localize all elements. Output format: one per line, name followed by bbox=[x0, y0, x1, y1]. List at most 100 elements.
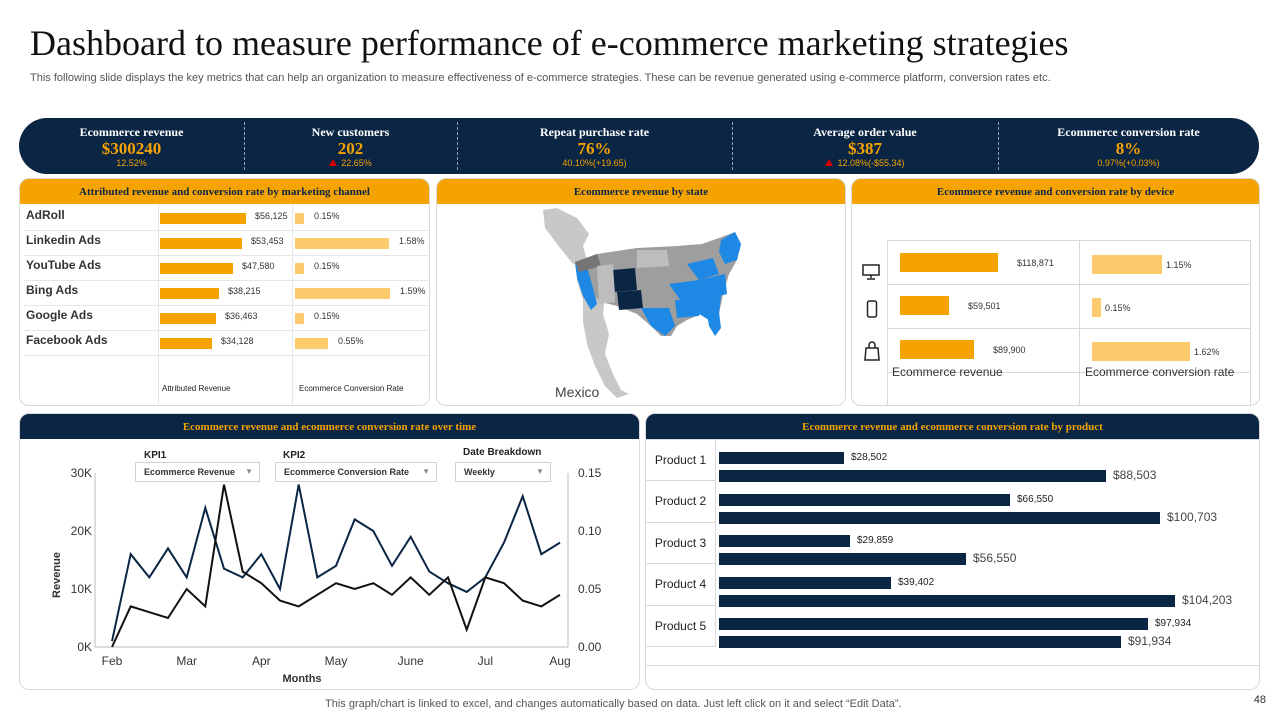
us-map: Mexico bbox=[543, 208, 741, 400]
kpi-label: New customers bbox=[311, 124, 390, 139]
channel-row: Google Ads bbox=[24, 306, 428, 331]
legend-revenue: Ecommerce revenue bbox=[892, 365, 1003, 379]
conversion-bar bbox=[295, 213, 304, 224]
product-label-series2: $88,503 bbox=[1113, 468, 1157, 482]
state-map-panel: Ecommerce revenue by state Mexico bbox=[436, 178, 846, 406]
device-grid bbox=[887, 240, 1251, 405]
product-label-series1: $28,502 bbox=[851, 452, 888, 463]
device-revenue-label: $118,871 bbox=[1017, 258, 1054, 268]
x-tick-label: Apr bbox=[252, 654, 271, 668]
conversion-bar bbox=[295, 338, 328, 349]
product-label-series1: $97,934 bbox=[1155, 618, 1192, 629]
device-conversion-bar bbox=[1092, 342, 1190, 361]
state-wy bbox=[613, 268, 637, 292]
state-oh bbox=[687, 258, 719, 280]
channel-name: AdRoll bbox=[26, 208, 65, 222]
product-bar-series2 bbox=[719, 636, 1121, 648]
product-label-series2: $91,934 bbox=[1128, 634, 1172, 648]
product-label: Product 5 bbox=[646, 605, 716, 647]
revenue-label: $56,125 bbox=[255, 211, 288, 221]
kpi1-dropdown[interactable]: Ecommerce Revenue ▼ bbox=[135, 462, 260, 482]
chevron-down-icon: ▼ bbox=[245, 467, 253, 476]
state-tx bbox=[641, 308, 675, 336]
state-or bbox=[575, 254, 601, 272]
conversion-bar bbox=[295, 288, 390, 299]
kpi-repeat-purchase-rate: Repeat purchase rate 76% 40.10%(+19.65) bbox=[457, 118, 732, 174]
state-co bbox=[617, 290, 643, 310]
conversion-label: 0.15% bbox=[314, 261, 340, 271]
conversion-label: 1.58% bbox=[399, 236, 425, 246]
channel-name: Bing Ads bbox=[26, 283, 79, 297]
kpi2-dropdown[interactable]: Ecommerce Conversion Rate ▼ bbox=[275, 462, 437, 482]
channel-name: YouTube Ads bbox=[26, 258, 102, 272]
revenue-bar bbox=[160, 238, 242, 249]
chevron-down-icon: ▼ bbox=[536, 467, 544, 476]
revenue-bar bbox=[160, 213, 246, 224]
product-bar-series1 bbox=[719, 493, 1010, 506]
divider bbox=[292, 204, 293, 405]
y2-tick-label: 0.10 bbox=[578, 524, 602, 538]
product-label: Product 3 bbox=[646, 522, 716, 564]
kpi1-label: KPI1 bbox=[144, 450, 167, 461]
kpi-conversion-rate: Ecommerce conversion rate 8% 0.97%(+0.03… bbox=[998, 118, 1259, 174]
revenue-label: $38,215 bbox=[228, 286, 261, 296]
conversion-label: 0.15% bbox=[314, 311, 340, 321]
kpi-value: $387 bbox=[848, 138, 882, 158]
kpi-change: 12.08%(-$55.34) bbox=[825, 158, 905, 168]
x-tick-label: Feb bbox=[102, 654, 123, 668]
channel-row: Bing Ads bbox=[24, 281, 428, 306]
product-label-series1: $39,402 bbox=[898, 576, 935, 588]
kpi-label: Average order value bbox=[813, 124, 917, 139]
page-number: 48 bbox=[1253, 694, 1266, 706]
time-line-chart: 0K 10K 20K 30K 0.00 0.05 0.10 0.15 Feb Mar Apr May J… bbox=[51, 466, 602, 685]
device-conversion-bar bbox=[1092, 255, 1162, 274]
product-bar-series1 bbox=[719, 535, 850, 547]
canada-shape bbox=[543, 208, 589, 264]
kpi-value: $300240 bbox=[101, 138, 162, 158]
y2-tick-label: 0.15 bbox=[578, 466, 602, 480]
conversion-bar bbox=[295, 238, 389, 249]
up-triangle-icon bbox=[329, 159, 338, 166]
x-tick-label: Jul bbox=[478, 654, 493, 668]
revenue-bar bbox=[160, 288, 219, 299]
product-bar-series2 bbox=[719, 470, 1106, 482]
product-label-series2: $104,203 bbox=[1182, 592, 1233, 607]
conversion-label: 1.59% bbox=[400, 286, 426, 296]
kpi-bar: Ecommerce revenue $300240 12.52% New cus… bbox=[19, 118, 1259, 174]
device-revenue-bar bbox=[900, 340, 974, 359]
panel-header: Ecommerce revenue and ecommerce conversi… bbox=[646, 414, 1259, 439]
kpi-label: Ecommerce conversion rate bbox=[1057, 124, 1200, 139]
divider bbox=[158, 204, 159, 405]
channel-row: YouTube Ads bbox=[24, 256, 428, 281]
product-bar-series2 bbox=[719, 553, 966, 565]
kpi-label: Ecommerce revenue bbox=[79, 124, 184, 139]
kpi-change: 40.10%(+19.65) bbox=[562, 157, 627, 168]
channel-row: AdRoll bbox=[24, 206, 428, 231]
legend-revenue: Attributed Revenue bbox=[162, 384, 231, 393]
state-fl bbox=[707, 312, 721, 336]
date-breakdown-label: Date Breakdown bbox=[463, 447, 542, 458]
kpi-average-order-value: Average order value $387 12.08%(-$55.34) bbox=[732, 118, 998, 174]
kpi-change: 22.65% bbox=[329, 158, 372, 168]
page-title: Dashboard to measure performance of e-co… bbox=[30, 23, 1069, 63]
device-conversion-bar bbox=[1092, 298, 1101, 317]
y-tick-label: 0K bbox=[77, 640, 92, 654]
shopping-bag-icon bbox=[864, 341, 880, 361]
device-chart: $118,871 1.15% $59,501 0.15% $89,900 1.62% Eco… bbox=[852, 204, 1259, 405]
product-label-series2: $56,550 bbox=[973, 551, 1017, 565]
channel-chart: AdRoll $56,125 0.15% Linkedin Ads $53,453 1.5… bbox=[20, 204, 429, 405]
y-axis-title: Revenue bbox=[51, 552, 63, 598]
panel-header: Ecommerce revenue by state bbox=[437, 179, 845, 204]
product-bar-series2 bbox=[719, 511, 1160, 524]
channel-name: Google Ads bbox=[26, 308, 93, 322]
product-label-series2: $100,703 bbox=[1167, 509, 1218, 524]
revenue-bar bbox=[160, 263, 233, 274]
x-axis-title: Months bbox=[282, 673, 321, 685]
y2-tick-label: 0.00 bbox=[578, 640, 602, 654]
channel-row: Facebook Ads bbox=[24, 331, 428, 356]
product-label: Product 4 bbox=[646, 563, 716, 606]
device-revenue-bar bbox=[900, 296, 949, 315]
date-breakdown-dropdown[interactable]: Weekly ▼ bbox=[455, 462, 551, 482]
y-tick-label: 10K bbox=[71, 582, 92, 596]
kpi-label: Repeat purchase rate bbox=[539, 124, 650, 139]
